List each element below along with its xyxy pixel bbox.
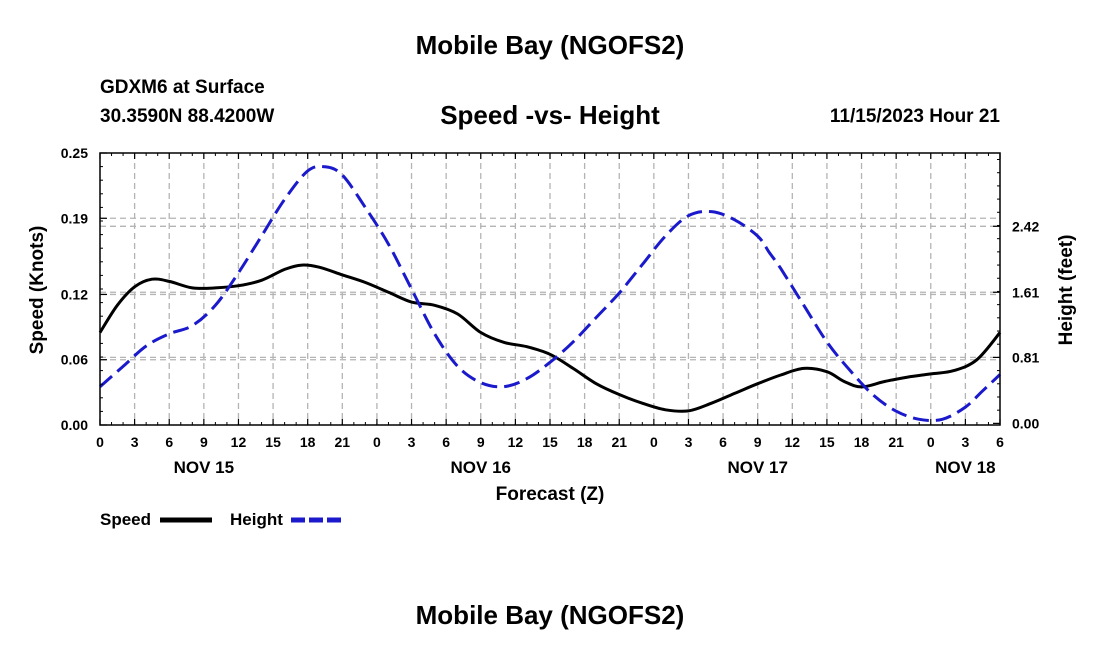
x-tick-label: 9 (200, 434, 208, 450)
chart-subtitle: Speed -vs- Height (440, 100, 660, 130)
x-tick-label: 0 (927, 434, 935, 450)
y-tick-label-right: 1.61 (1012, 284, 1039, 300)
x-tick-label: 15 (265, 434, 281, 450)
x-tick-label: 15 (542, 434, 558, 450)
x-tick-label: 3 (131, 434, 139, 450)
footer-title: Mobile Bay (NGOFS2) (415, 600, 685, 630)
x-day-label: NOV 18 (935, 458, 995, 477)
x-day-label: NOV 17 (727, 458, 787, 477)
x-axis-label: Forecast (Z) (496, 484, 605, 505)
x-tick-label: 3 (408, 434, 416, 450)
axes-layer: 0 3 6 9 12 15 18 21 0 3 6 9 12 15 18 21 0 3 6 9 12 15 18 21 0 3 6N… (61, 145, 1040, 477)
series-line-speed (98, 263, 1002, 413)
x-tick-label: 0 (373, 434, 381, 450)
x-tick-label: 12 (785, 434, 801, 450)
plot-frame (99, 152, 1001, 426)
x-day-label: NOV 16 (451, 458, 511, 477)
x-tick-label: 21 (335, 434, 351, 450)
x-tick-label: 6 (165, 434, 173, 450)
y-tick-label-right: 2.42 (1012, 218, 1039, 234)
series-layer (98, 164, 1002, 423)
x-tick-label: 15 (819, 434, 835, 450)
x-tick-label: 18 (300, 434, 316, 450)
x-tick-label: 18 (854, 434, 870, 450)
chart-main-title: Mobile Bay (NGOFS2) (415, 30, 685, 60)
x-tick-label: 3 (685, 434, 693, 450)
x-tick-label: 18 (577, 434, 593, 450)
x-tick-label: 21 (611, 434, 627, 450)
station-coords: 30.3590N 88.4200W (100, 106, 275, 127)
x-tick-label: 6 (442, 434, 450, 450)
x-tick-label: 3 (961, 434, 969, 450)
x-tick-label: 21 (888, 434, 904, 450)
legend-height-label: Height (230, 510, 283, 529)
x-tick-label: 9 (477, 434, 485, 450)
x-tick-label: 6 (719, 434, 727, 450)
y-tick-label-right: 0.81 (1012, 349, 1039, 365)
y-tick-label-right: 0.00 (1012, 415, 1039, 431)
forecast-datetime: 11/15/2023 Hour 21 (829, 106, 1000, 127)
series-line-height (98, 164, 1002, 423)
y-tick-label-left: 0.12 (61, 286, 88, 302)
y-tick-label-left: 0.19 (61, 210, 88, 226)
y-axis-label-left: Speed (Knots) (27, 226, 48, 355)
x-tick-label: 12 (231, 434, 247, 450)
legend-speed-label: Speed (100, 510, 151, 529)
x-tick-label: 6 (996, 434, 1004, 450)
x-tick-label: 12 (508, 434, 524, 450)
y-tick-label-left: 0.06 (61, 352, 88, 368)
y-tick-label-left: 0.00 (61, 417, 88, 433)
y-tick-label-left: 0.25 (61, 145, 88, 161)
station-name: GDXM6 at Surface (100, 77, 265, 98)
x-day-label: NOV 15 (174, 458, 234, 477)
x-tick-label: 0 (650, 434, 658, 450)
x-tick-label: 0 (96, 434, 104, 450)
x-tick-label: 9 (754, 434, 762, 450)
grid-layer (100, 153, 1000, 425)
y-axis-label-right: Height (feet) (1056, 235, 1077, 346)
